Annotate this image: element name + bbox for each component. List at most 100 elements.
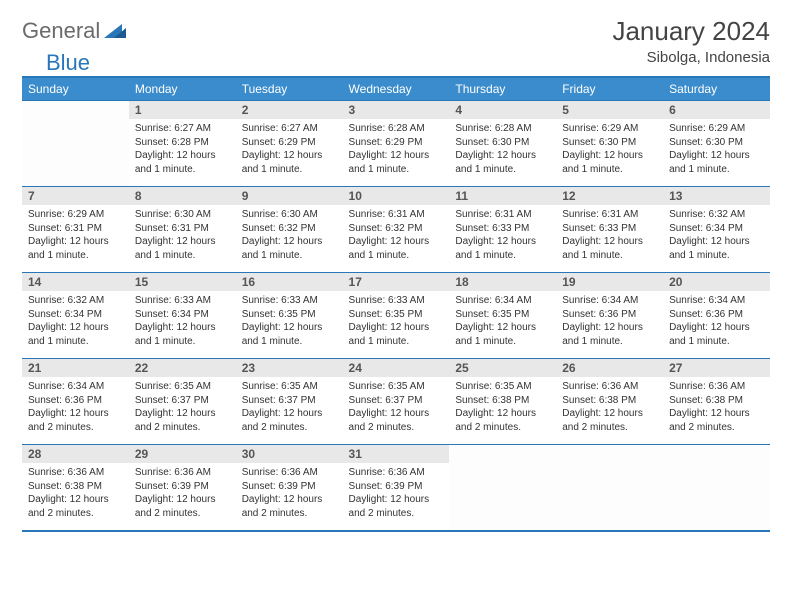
day-sun-data: Sunrise: 6:31 AMSunset: 6:33 PMDaylight:… (449, 205, 556, 266)
day-sun-data: Sunrise: 6:32 AMSunset: 6:34 PMDaylight:… (663, 205, 770, 266)
weekday-header: Monday (129, 77, 236, 101)
day-number: 24 (343, 359, 450, 377)
calendar-week-row: 7Sunrise: 6:29 AMSunset: 6:31 PMDaylight… (22, 187, 770, 273)
day-number: 11 (449, 187, 556, 205)
day-sun-data: Sunrise: 6:36 AMSunset: 6:38 PMDaylight:… (22, 463, 129, 524)
calendar-day-cell: 13Sunrise: 6:32 AMSunset: 6:34 PMDayligh… (663, 187, 770, 273)
weekday-header: Sunday (22, 77, 129, 101)
location: Sibolga, Indonesia (612, 49, 770, 66)
day-sun-data: Sunrise: 6:34 AMSunset: 6:36 PMDaylight:… (22, 377, 129, 438)
calendar-day-cell: 20Sunrise: 6:34 AMSunset: 6:36 PMDayligh… (663, 273, 770, 359)
day-sun-data: Sunrise: 6:30 AMSunset: 6:31 PMDaylight:… (129, 205, 236, 266)
day-sun-data: Sunrise: 6:36 AMSunset: 6:39 PMDaylight:… (236, 463, 343, 524)
day-number: 26 (556, 359, 663, 377)
logo: General (22, 16, 128, 44)
day-number: 4 (449, 101, 556, 119)
logo-triangle-icon (104, 20, 126, 43)
weekday-header-row: SundayMondayTuesdayWednesdayThursdayFrid… (22, 77, 770, 101)
day-sun-data: Sunrise: 6:34 AMSunset: 6:36 PMDaylight:… (663, 291, 770, 352)
weekday-header: Tuesday (236, 77, 343, 101)
calendar-day-cell: 31Sunrise: 6:36 AMSunset: 6:39 PMDayligh… (343, 445, 450, 531)
day-sun-data: Sunrise: 6:29 AMSunset: 6:30 PMDaylight:… (556, 119, 663, 180)
calendar-day-cell: 7Sunrise: 6:29 AMSunset: 6:31 PMDaylight… (22, 187, 129, 273)
day-sun-data: Sunrise: 6:33 AMSunset: 6:35 PMDaylight:… (236, 291, 343, 352)
calendar-table: SundayMondayTuesdayWednesdayThursdayFrid… (22, 76, 770, 532)
day-sun-data: Sunrise: 6:27 AMSunset: 6:29 PMDaylight:… (236, 119, 343, 180)
logo-text-general: General (22, 18, 100, 44)
calendar-day-cell: 18Sunrise: 6:34 AMSunset: 6:35 PMDayligh… (449, 273, 556, 359)
day-number: 29 (129, 445, 236, 463)
calendar-day-cell: 19Sunrise: 6:34 AMSunset: 6:36 PMDayligh… (556, 273, 663, 359)
day-number: 31 (343, 445, 450, 463)
day-number: 2 (236, 101, 343, 119)
calendar-day-cell: 29Sunrise: 6:36 AMSunset: 6:39 PMDayligh… (129, 445, 236, 531)
calendar-day-cell (449, 445, 556, 531)
calendar-day-cell (663, 445, 770, 531)
calendar-day-cell: 17Sunrise: 6:33 AMSunset: 6:35 PMDayligh… (343, 273, 450, 359)
weekday-header: Wednesday (343, 77, 450, 101)
calendar-day-cell: 5Sunrise: 6:29 AMSunset: 6:30 PMDaylight… (556, 101, 663, 187)
calendar-day-cell: 6Sunrise: 6:29 AMSunset: 6:30 PMDaylight… (663, 101, 770, 187)
day-sun-data: Sunrise: 6:35 AMSunset: 6:37 PMDaylight:… (343, 377, 450, 438)
calendar-day-cell: 22Sunrise: 6:35 AMSunset: 6:37 PMDayligh… (129, 359, 236, 445)
calendar-day-cell: 25Sunrise: 6:35 AMSunset: 6:38 PMDayligh… (449, 359, 556, 445)
day-number: 9 (236, 187, 343, 205)
day-number: 6 (663, 101, 770, 119)
day-number: 12 (556, 187, 663, 205)
weekday-header: Thursday (449, 77, 556, 101)
day-number: 23 (236, 359, 343, 377)
calendar-day-cell: 26Sunrise: 6:36 AMSunset: 6:38 PMDayligh… (556, 359, 663, 445)
day-sun-data: Sunrise: 6:29 AMSunset: 6:31 PMDaylight:… (22, 205, 129, 266)
day-number: 22 (129, 359, 236, 377)
calendar-week-row: 1Sunrise: 6:27 AMSunset: 6:28 PMDaylight… (22, 101, 770, 187)
calendar-day-cell: 24Sunrise: 6:35 AMSunset: 6:37 PMDayligh… (343, 359, 450, 445)
calendar-day-cell: 10Sunrise: 6:31 AMSunset: 6:32 PMDayligh… (343, 187, 450, 273)
calendar-day-cell: 1Sunrise: 6:27 AMSunset: 6:28 PMDaylight… (129, 101, 236, 187)
day-number: 8 (129, 187, 236, 205)
day-sun-data: Sunrise: 6:32 AMSunset: 6:34 PMDaylight:… (22, 291, 129, 352)
day-sun-data: Sunrise: 6:28 AMSunset: 6:29 PMDaylight:… (343, 119, 450, 180)
day-number: 27 (663, 359, 770, 377)
calendar-day-cell (556, 445, 663, 531)
day-sun-data: Sunrise: 6:35 AMSunset: 6:37 PMDaylight:… (129, 377, 236, 438)
calendar-week-row: 14Sunrise: 6:32 AMSunset: 6:34 PMDayligh… (22, 273, 770, 359)
day-sun-data: Sunrise: 6:36 AMSunset: 6:39 PMDaylight:… (343, 463, 450, 524)
day-number: 17 (343, 273, 450, 291)
day-number: 20 (663, 273, 770, 291)
calendar-day-cell: 14Sunrise: 6:32 AMSunset: 6:34 PMDayligh… (22, 273, 129, 359)
calendar-day-cell: 30Sunrise: 6:36 AMSunset: 6:39 PMDayligh… (236, 445, 343, 531)
day-sun-data: Sunrise: 6:36 AMSunset: 6:38 PMDaylight:… (663, 377, 770, 438)
day-number: 5 (556, 101, 663, 119)
day-sun-data: Sunrise: 6:34 AMSunset: 6:35 PMDaylight:… (449, 291, 556, 352)
day-number: 21 (22, 359, 129, 377)
day-number: 3 (343, 101, 450, 119)
day-sun-data: Sunrise: 6:33 AMSunset: 6:34 PMDaylight:… (129, 291, 236, 352)
calendar-day-cell: 27Sunrise: 6:36 AMSunset: 6:38 PMDayligh… (663, 359, 770, 445)
day-sun-data: Sunrise: 6:36 AMSunset: 6:39 PMDaylight:… (129, 463, 236, 524)
day-number: 10 (343, 187, 450, 205)
day-number: 25 (449, 359, 556, 377)
calendar-day-cell: 2Sunrise: 6:27 AMSunset: 6:29 PMDaylight… (236, 101, 343, 187)
day-number: 19 (556, 273, 663, 291)
calendar-day-cell: 8Sunrise: 6:30 AMSunset: 6:31 PMDaylight… (129, 187, 236, 273)
day-sun-data: Sunrise: 6:35 AMSunset: 6:38 PMDaylight:… (449, 377, 556, 438)
day-sun-data: Sunrise: 6:28 AMSunset: 6:30 PMDaylight:… (449, 119, 556, 180)
weekday-header: Friday (556, 77, 663, 101)
day-number: 28 (22, 445, 129, 463)
calendar-week-row: 28Sunrise: 6:36 AMSunset: 6:38 PMDayligh… (22, 445, 770, 531)
day-number: 15 (129, 273, 236, 291)
day-number: 16 (236, 273, 343, 291)
calendar-day-cell: 4Sunrise: 6:28 AMSunset: 6:30 PMDaylight… (449, 101, 556, 187)
header: General January 2024 Sibolga, Indonesia (22, 16, 770, 66)
day-number: 13 (663, 187, 770, 205)
calendar-day-cell: 11Sunrise: 6:31 AMSunset: 6:33 PMDayligh… (449, 187, 556, 273)
calendar-day-cell: 28Sunrise: 6:36 AMSunset: 6:38 PMDayligh… (22, 445, 129, 531)
calendar-day-cell: 3Sunrise: 6:28 AMSunset: 6:29 PMDaylight… (343, 101, 450, 187)
day-number: 1 (129, 101, 236, 119)
calendar-day-cell: 21Sunrise: 6:34 AMSunset: 6:36 PMDayligh… (22, 359, 129, 445)
title-block: January 2024 Sibolga, Indonesia (612, 16, 770, 66)
calendar-day-cell (22, 101, 129, 187)
day-sun-data: Sunrise: 6:30 AMSunset: 6:32 PMDaylight:… (236, 205, 343, 266)
day-sun-data: Sunrise: 6:34 AMSunset: 6:36 PMDaylight:… (556, 291, 663, 352)
calendar-day-cell: 23Sunrise: 6:35 AMSunset: 6:37 PMDayligh… (236, 359, 343, 445)
